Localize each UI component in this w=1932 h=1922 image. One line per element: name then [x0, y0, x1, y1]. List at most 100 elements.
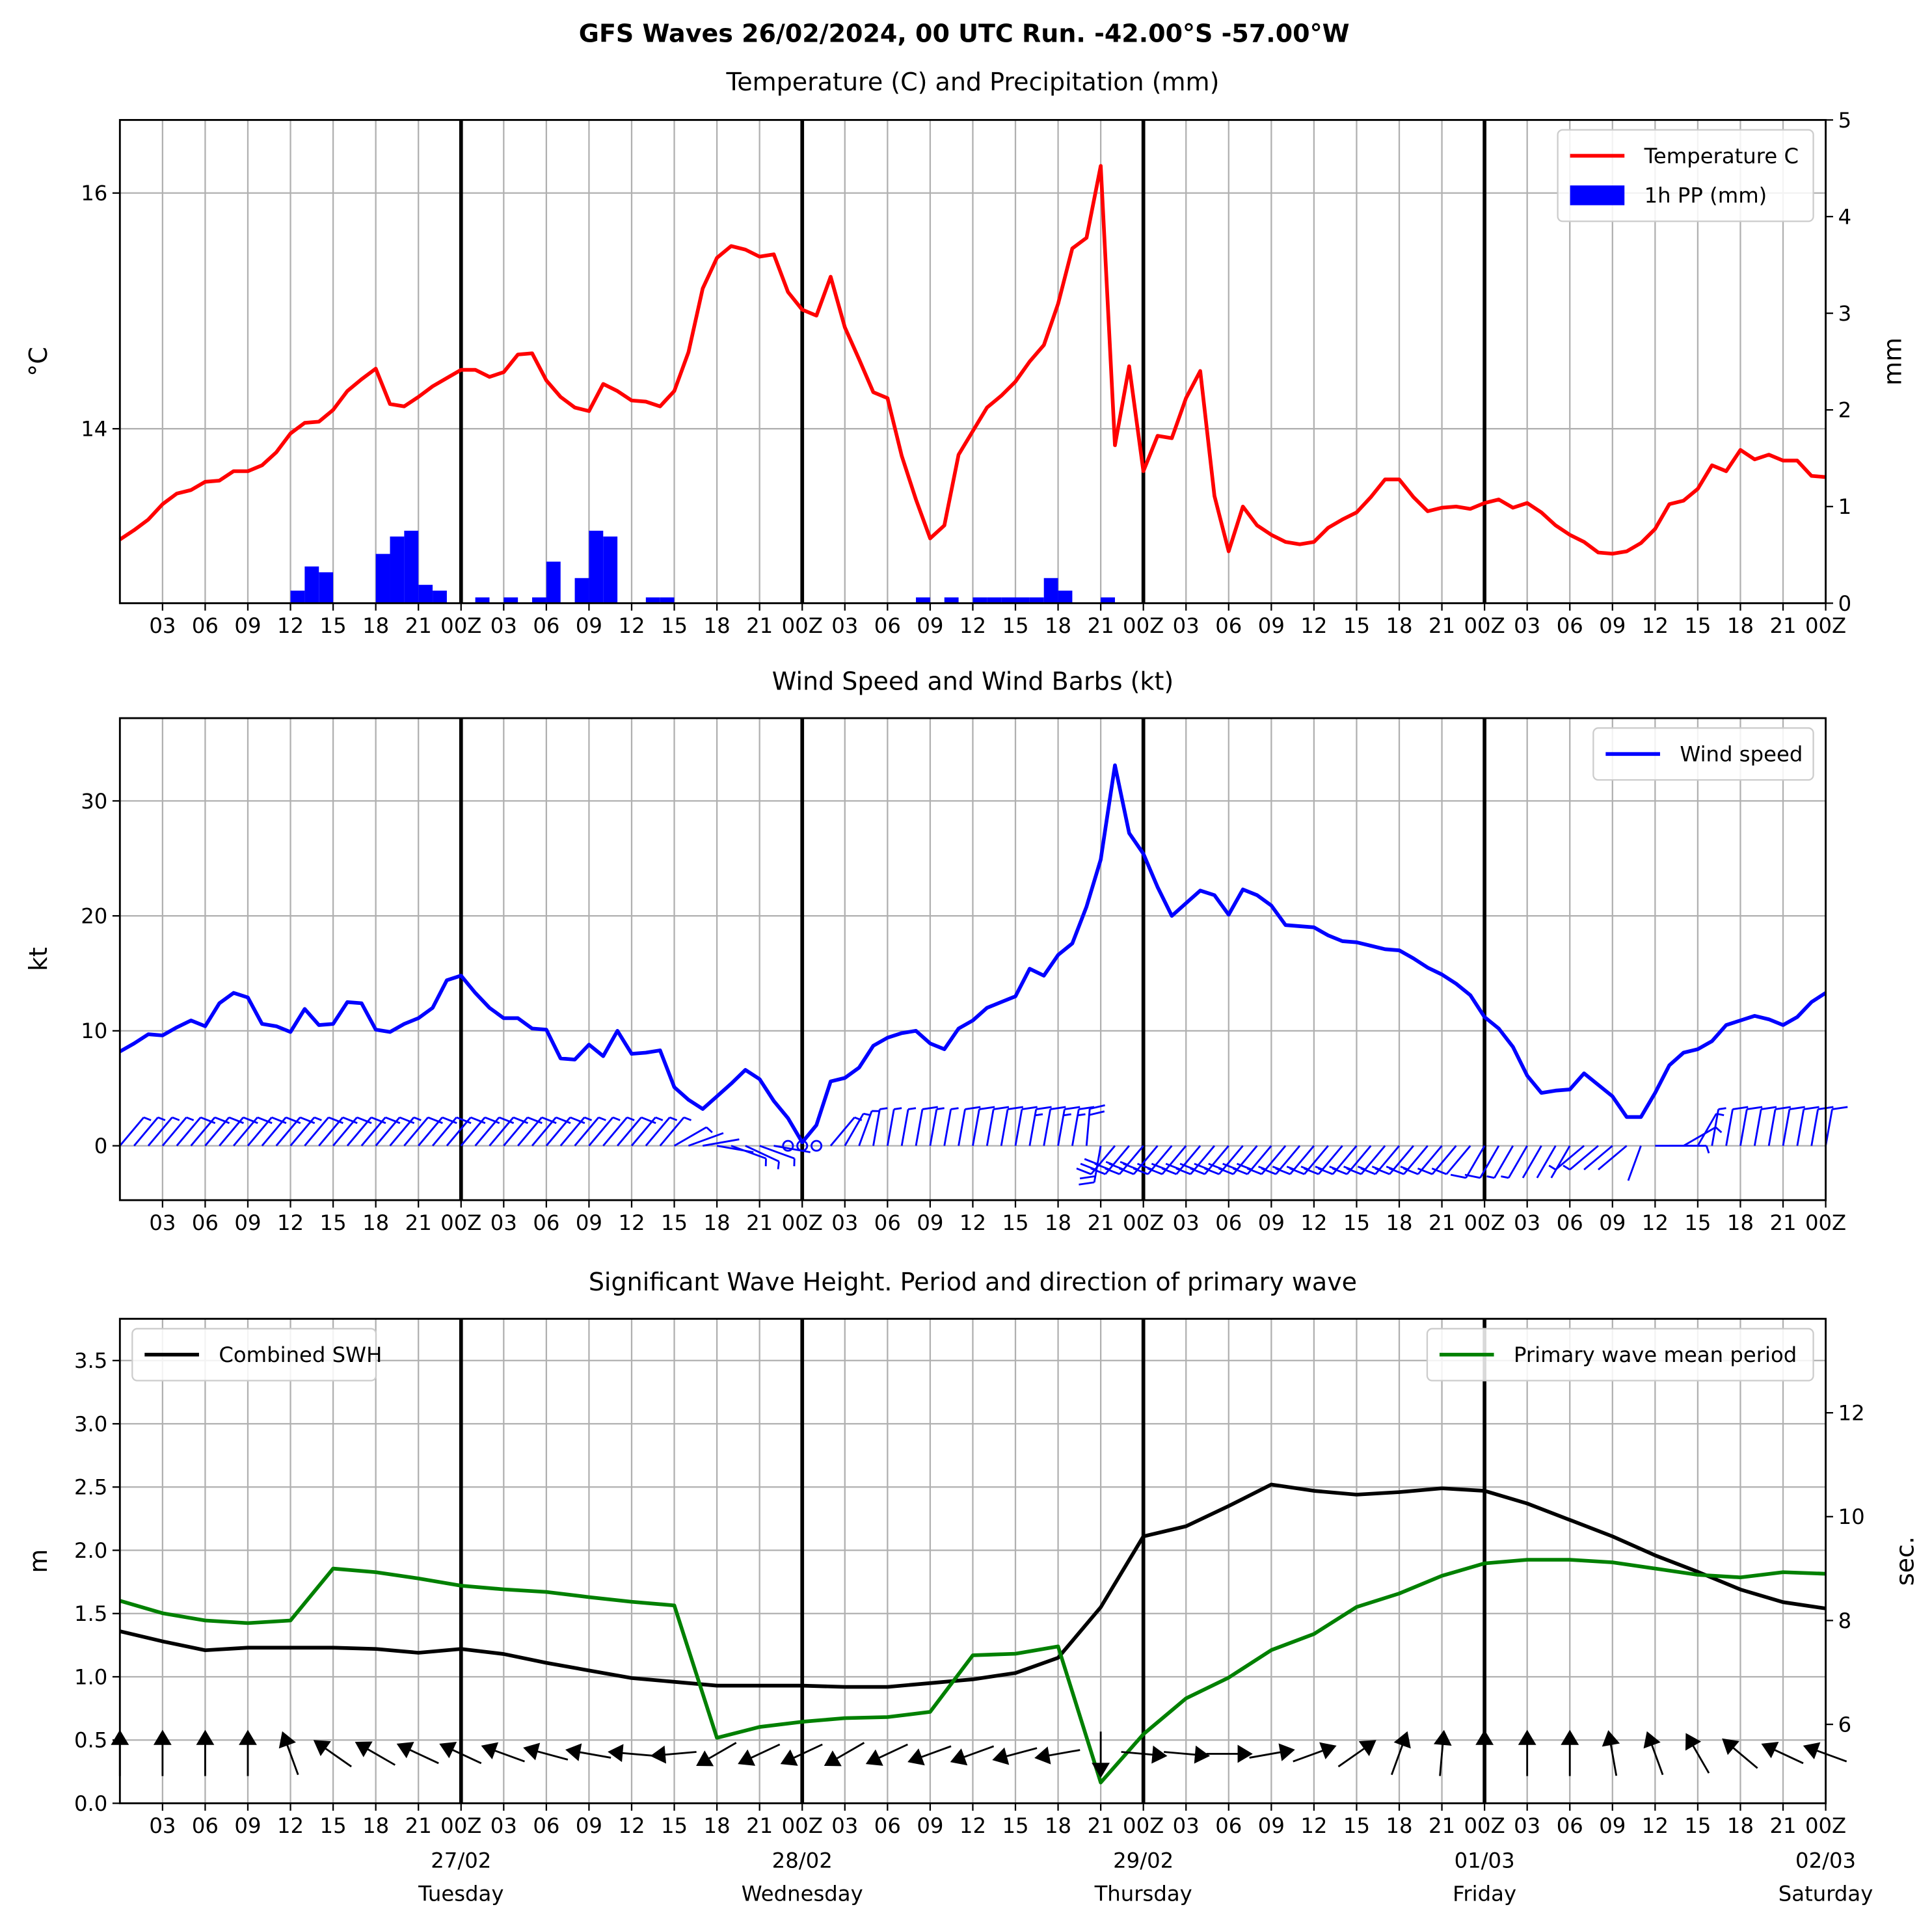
bar [916, 597, 930, 604]
x-tick-label: 09 [1599, 1813, 1626, 1838]
x-tick-label: 06 [533, 613, 559, 638]
day-label: Thursday [1094, 1882, 1192, 1906]
wind-barb [318, 1116, 358, 1147]
x-tick-label: 06 [1557, 1210, 1583, 1235]
panel-title: Wind Speed and Wind Barbs (kt) [772, 667, 1174, 695]
x-tick-label: 21 [405, 613, 432, 638]
x-tick-label: 21 [1088, 1813, 1114, 1838]
wind-barb [176, 1116, 216, 1147]
date-label: 28/02 [772, 1848, 833, 1873]
wind-barb [503, 1116, 543, 1147]
x-tick-label: 12 [1300, 1813, 1327, 1838]
y2-tick-label: 8 [1838, 1608, 1852, 1633]
wind-barb [1711, 1107, 1726, 1146]
y2-tick-label: 1 [1838, 494, 1852, 519]
bar [532, 597, 546, 604]
wind-barb [943, 1107, 959, 1146]
wind-barb [559, 1116, 593, 1147]
wind-barb [517, 1116, 557, 1147]
wind-barb [446, 1116, 486, 1147]
bar [319, 572, 334, 604]
x-tick-label: 06 [1557, 613, 1583, 638]
x-tick-label: 09 [234, 1210, 261, 1235]
x-tick-label: 00Z [782, 1813, 823, 1838]
x-tick-label: 21 [1429, 613, 1455, 638]
wind-barb [119, 1116, 152, 1147]
bar [944, 597, 959, 604]
bar [290, 591, 305, 604]
x-tick-label: 18 [1045, 1813, 1071, 1838]
y-tick-label: 16 [81, 181, 107, 206]
bar [973, 597, 987, 604]
wind-barb [1536, 1145, 1557, 1179]
x-tick-label: 00Z [1123, 1813, 1164, 1838]
legend-label: Temperature C [1644, 144, 1799, 168]
y-tick-label: 0.5 [74, 1728, 107, 1753]
y-tick-label: 10 [81, 1019, 107, 1043]
wave-arrow [1034, 1746, 1080, 1765]
x-tick-label: 09 [917, 1813, 943, 1838]
x-tick-label: 06 [192, 1210, 219, 1235]
x-tick-label: 03 [1514, 613, 1540, 638]
wind-barb [275, 1116, 315, 1147]
x-tick-label: 18 [1386, 1813, 1412, 1838]
wave-arrow [396, 1742, 439, 1765]
wave-arrow [1293, 1742, 1337, 1763]
wave-arrow [608, 1744, 654, 1763]
x-tick-label: 00Z [782, 613, 823, 638]
x-tick-label: 12 [277, 613, 304, 638]
x-tick-label: 18 [1727, 613, 1754, 638]
bar [546, 561, 561, 604]
wind-barb [489, 1116, 528, 1147]
wave-arrow [565, 1743, 611, 1761]
wave-arrow [1206, 1744, 1253, 1763]
x-tick-label: 18 [1386, 1210, 1412, 1235]
wind-barb [1782, 1106, 1805, 1146]
wind-barb [1105, 1145, 1144, 1175]
x-tick-label: 06 [533, 1210, 559, 1235]
x-tick-label: 15 [320, 1210, 347, 1235]
x-tick-label: 00Z [1805, 1210, 1846, 1235]
wind-barb [972, 1106, 995, 1146]
wave-arrow [1121, 1745, 1168, 1764]
wind-barb [1090, 1145, 1130, 1175]
wave-arrow [824, 1742, 865, 1767]
y-tick-label: 3.5 [74, 1348, 107, 1373]
legend-label: Wind speed [1680, 742, 1803, 767]
wave-arrow [313, 1740, 352, 1768]
x-tick-label: 03 [490, 1210, 517, 1235]
bar [1043, 578, 1058, 604]
x-tick-label: 03 [149, 613, 176, 638]
y2-axis-label: sec. [1890, 1536, 1919, 1586]
x-tick-label: 09 [1258, 613, 1285, 638]
x-tick-label: 12 [618, 1210, 645, 1235]
wave-arrow [1164, 1745, 1211, 1764]
x-tick-label: 09 [576, 613, 602, 638]
x-tick-label: 03 [1514, 1210, 1540, 1235]
legend-box [131, 1328, 377, 1381]
wind-barb [418, 1116, 457, 1147]
date-label: 02/03 [1795, 1848, 1856, 1873]
wave-arrow [950, 1745, 995, 1766]
y2-tick-label: 3 [1838, 301, 1852, 326]
y2-tick-label: 0 [1838, 591, 1852, 616]
wind-barb [617, 1116, 656, 1147]
x-tick-label: 00Z [440, 1813, 481, 1838]
x-tick-label: 03 [831, 1210, 858, 1235]
x-tick-label: 00Z [440, 613, 481, 638]
wind-barb [915, 1106, 938, 1146]
bar [433, 591, 447, 604]
x-tick-label: 06 [874, 613, 901, 638]
x-tick-label: 03 [831, 613, 858, 638]
x-tick-label: 21 [1088, 1210, 1114, 1235]
x-tick-label: 21 [746, 1813, 773, 1838]
wind-barb [673, 1126, 713, 1147]
wind-barb [332, 1116, 372, 1147]
x-tick-label: 21 [746, 613, 773, 638]
x-tick-label: 00Z [1464, 1813, 1505, 1838]
wave-arrow [865, 1743, 908, 1766]
x-tick-label: 00Z [1805, 1813, 1846, 1838]
wind-barb [958, 1106, 981, 1146]
wind-barb [1583, 1145, 1613, 1171]
